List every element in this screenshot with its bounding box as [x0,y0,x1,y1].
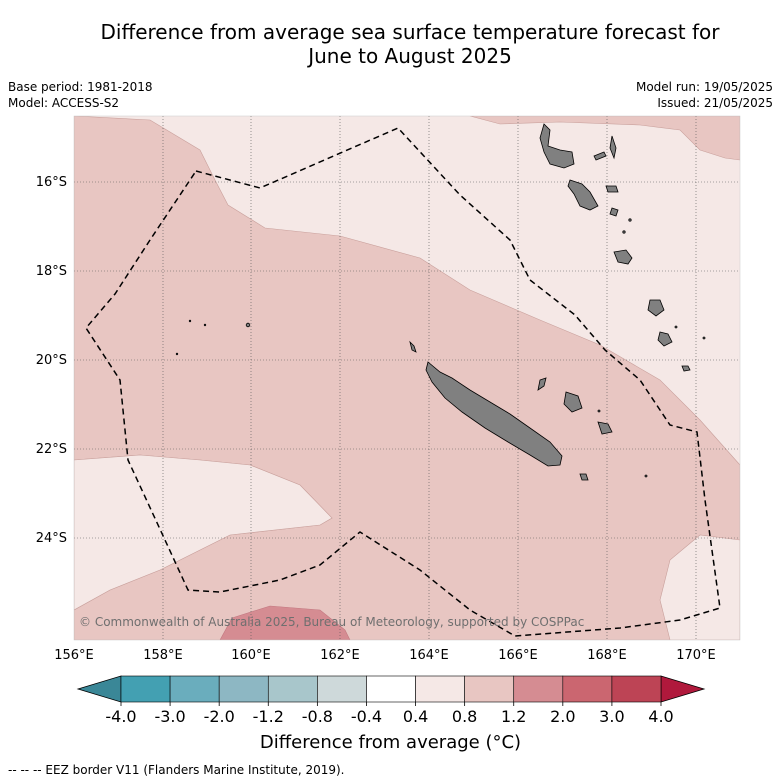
colorbar-tick-label: 3.0 [599,707,624,726]
model-name: Model: ACCESS-S2 [8,96,120,110]
colorbar-segment [169,675,220,703]
vanuatu-tanna [657,331,673,347]
islet [597,409,601,413]
eez-border [85,127,721,637]
colorbar-segment [513,675,564,703]
vanuatu-efate [613,249,633,265]
vanuatu-ambae [593,151,607,161]
colorbar-segment [317,675,367,703]
islet [175,352,179,356]
colorbar-segment [562,675,613,703]
lon-label: 168°E [587,648,627,663]
lon-label: 162°E [320,648,360,663]
islet [188,319,192,323]
vanuatu-malekula [567,179,599,211]
colorbar-segment [120,675,171,703]
islet [674,325,678,329]
lon-label: 158°E [143,648,183,663]
colorbar-segment [218,675,269,703]
lon-label: 156°E [54,648,94,663]
belep-islands [409,340,417,353]
islet [622,230,626,234]
anomaly-field [74,116,740,640]
colorbar-tick-label: -1.2 [253,707,284,726]
anomaly-band-0.8-1.2-ne [469,116,740,161]
vanuatu-pentecost [609,135,617,160]
colorbar-segment [415,675,465,703]
map-frame [73,115,741,641]
copyright-notice: © Commonwealth of Australia 2025, Bureau… [79,615,584,629]
vanuatu-espiritu-santo [539,123,575,169]
lat-label: 18°S [36,264,67,279]
anomaly-band-0.4-0.8-se [659,534,740,640]
base-period: Base period: 1981-2018 [8,80,153,94]
longitude-labels: 156°E 158°E 160°E 162°E 164°E 166°E 168°… [54,648,716,663]
anomaly-band-1.2-2.0 [219,605,351,640]
latitude-labels: 16°S 18°S 20°S 22°S 24°S [36,175,67,546]
colorbar-title: Difference from average (°C) [259,732,522,753]
islet [245,322,251,328]
colorbar: -4.0 -3.0 -2.0 -1.2 -0.8 -0.4 0.4 0.8 1.2 2.0 3.0 4… [76,675,706,726]
model-run: Model run: 19/05/2025 [635,80,773,94]
colorbar-tick-label: -0.8 [302,707,333,726]
vanuatu-ambrym [605,185,619,193]
lat-label: 24°S [36,531,67,546]
colorbar-extend-low [76,675,122,703]
issued-date: Issued: 21/05/2025 [657,96,773,110]
colorbar-tick-label: -3.0 [154,707,185,726]
lon-label: 170°E [676,648,716,663]
vanuatu-epi [609,207,619,217]
lon-label: 166°E [498,648,538,663]
land [175,123,706,481]
islet [644,474,648,478]
colorbar-tick-label: -4.0 [105,707,136,726]
eez-footnote: -- -- -- EEZ border V11 (Flanders Marine… [8,763,345,777]
colorbar-tick-label: -2.0 [204,707,235,726]
vanuatu-aneityum [681,365,691,372]
lon-label: 164°E [409,648,449,663]
islet [702,336,706,340]
chart-title-line2: June to August 2025 [308,44,512,68]
chart-title-line1: Difference from average sea surface temp… [100,20,720,44]
colorbar-tick-label: 2.0 [550,707,575,726]
lat-label: 22°S [36,442,67,457]
colorbar-tick-label: 4.0 [648,707,673,726]
anomaly-band-0.4-0.8-sw [74,454,333,611]
graticule [74,116,740,640]
colorbar-segment [366,675,416,703]
colorbar-tick-label: 0.8 [452,707,477,726]
isle-of-pines [579,473,589,481]
loyalty-islands-ouvea [537,377,547,391]
colorbar-segment [611,675,662,703]
colorbar-extend-high [660,675,706,703]
new-caledonia-grande-terre [425,361,563,467]
islet [203,323,207,327]
lat-label: 16°S [36,175,67,190]
lon-label: 160°E [231,648,271,663]
colorbar-tick-label: -0.4 [351,707,382,726]
colorbar-segment [464,675,515,703]
colorbar-segment [267,675,318,703]
loyalty-islands-lifou [563,391,583,413]
islet [628,218,632,222]
loyalty-islands-mare [597,421,613,435]
vanuatu-erromango [647,299,665,317]
colorbar-tick-label: 0.4 [403,707,428,726]
colorbar-tick-label: 1.2 [501,707,526,726]
lat-label: 20°S [36,353,67,368]
